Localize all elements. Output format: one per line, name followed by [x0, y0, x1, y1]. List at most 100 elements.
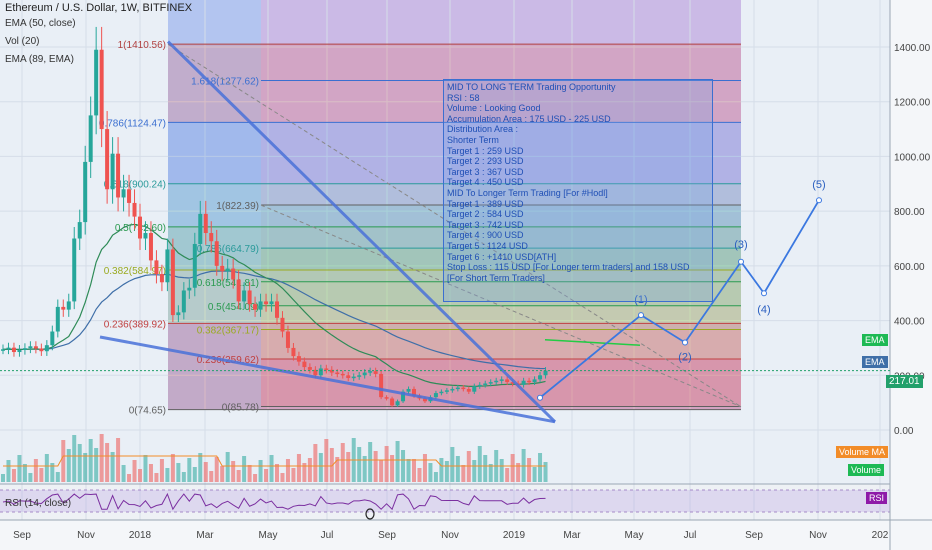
volume-bar — [302, 463, 307, 482]
candle-body — [181, 290, 186, 313]
volume-bar — [127, 474, 132, 482]
rsi-pane — [0, 489, 890, 520]
analysis-note[interactable]: MID TO LONG TERM Trading Opportunity RSI… — [443, 79, 713, 302]
volume-bar — [165, 468, 170, 482]
volume-bar — [22, 464, 27, 482]
candle-body — [99, 49, 104, 130]
volume-tag: Volume — [848, 464, 885, 476]
trendlines[interactable] — [99, 40, 557, 424]
volume-bar — [357, 447, 362, 482]
candle-body — [148, 233, 153, 261]
volume-bar — [401, 450, 406, 482]
volume-bar — [439, 458, 444, 482]
candle-body — [302, 361, 307, 368]
volume-bar — [1, 474, 5, 482]
volume-bar — [340, 443, 345, 482]
volume-bar — [247, 465, 252, 482]
candle-body — [401, 391, 406, 402]
volume-bar — [6, 460, 11, 482]
price-tick-label: 0.00 — [894, 426, 914, 437]
time-tick-label: Nov — [77, 530, 95, 541]
price-tick-label: 400.00 — [894, 317, 925, 328]
ema-blue-tag: EMA — [862, 356, 888, 368]
indicator-volume-label[interactable]: Vol (20) — [5, 36, 40, 47]
candle-body — [324, 368, 329, 370]
candle-body — [11, 347, 16, 353]
candle-body — [285, 331, 290, 348]
volume-bar — [368, 442, 373, 482]
volume-bar — [187, 458, 192, 482]
candle-body — [121, 189, 126, 198]
wave-point — [537, 394, 543, 401]
time-tick-label: Sep — [745, 530, 763, 541]
candle-body — [231, 268, 236, 280]
volume-bar — [532, 467, 537, 482]
volume-bar — [373, 451, 378, 482]
price-scale-bg — [890, 0, 932, 550]
candle-body — [39, 348, 44, 352]
volume-bar — [450, 447, 455, 482]
volume-bar — [422, 454, 427, 482]
time-tick-label: 202 — [872, 530, 889, 541]
volume-bar — [203, 462, 208, 482]
candle-body — [225, 268, 230, 272]
time-tick-label: Sep — [378, 530, 396, 541]
candle-body — [527, 380, 532, 383]
fibonacci-retracement[interactable]: 1(1410.56) 0.786(1124.47) 0.618(900.24) 0.5… — [99, 40, 742, 417]
volume-bar — [543, 462, 548, 482]
candle-body — [132, 202, 137, 217]
fib-level-label: 0(85.78) — [222, 403, 259, 414]
volume-bar — [225, 452, 230, 482]
candle-body — [72, 238, 77, 302]
note-line: Target 4 : 900 USD — [447, 230, 524, 241]
fib-level-label: 0.5(454.09) — [208, 302, 259, 313]
time-tick-label: Mar — [563, 530, 581, 541]
indicator-ema89-label[interactable]: EMA (89, EMA) — [5, 54, 74, 65]
volume-bar — [110, 452, 115, 482]
indicator-ema50-label[interactable]: EMA (50, close) — [5, 18, 76, 29]
wave-label: (5) — [812, 179, 825, 191]
note-line: Target 4 : 450 USD — [447, 177, 524, 188]
fib-level-label: 0.786(1124.47) — [99, 118, 166, 129]
candle-body — [439, 391, 444, 394]
candle-body — [362, 372, 367, 376]
candle-body — [483, 383, 488, 385]
candle-body — [176, 312, 181, 316]
candle-body — [340, 373, 345, 376]
volume-bar — [209, 471, 214, 482]
volume-bar — [77, 444, 82, 482]
volume-bar — [346, 452, 351, 482]
note-line: Target 1 : 389 USD — [447, 198, 524, 209]
fib-level-label: 1(1410.56) — [118, 40, 166, 51]
volume-bar — [66, 449, 71, 482]
candle-body — [543, 370, 548, 376]
ema-green-tag: EMA — [862, 334, 888, 346]
volume-bar — [379, 460, 384, 482]
volume-bar — [538, 453, 543, 482]
volume-bar — [214, 457, 219, 482]
price-tick-label: 1400.00 — [894, 43, 931, 54]
time-tick-label: 2019 — [503, 530, 526, 541]
ema-50-line — [2, 223, 546, 387]
price-tick-label: 1200.00 — [894, 98, 931, 109]
candle-body — [384, 397, 389, 399]
fib-level-label: 0.382(584.97) — [104, 266, 166, 277]
rsi-line — [2, 492, 546, 511]
volume-bar — [324, 439, 329, 482]
elliott-wave-projection[interactable]: (1) (2) (3) (4) (5) — [537, 179, 826, 401]
volume-bar — [181, 472, 186, 482]
indicator-rsi-label[interactable]: RSI (14, close) — [5, 498, 72, 509]
candle-body — [253, 304, 258, 310]
volume-bar — [499, 459, 504, 482]
price-tick-label: 1000.00 — [894, 152, 931, 163]
note-line: Target 5 : 1124 USD — [447, 240, 528, 251]
candle-body — [127, 189, 132, 203]
volume-bar — [488, 464, 493, 482]
time-tick-label: Mar — [196, 530, 214, 541]
volume-bar — [417, 468, 422, 482]
fib-band — [261, 248, 741, 282]
candle-body — [192, 243, 197, 288]
candle-body — [44, 345, 49, 352]
candle-body — [307, 367, 312, 370]
